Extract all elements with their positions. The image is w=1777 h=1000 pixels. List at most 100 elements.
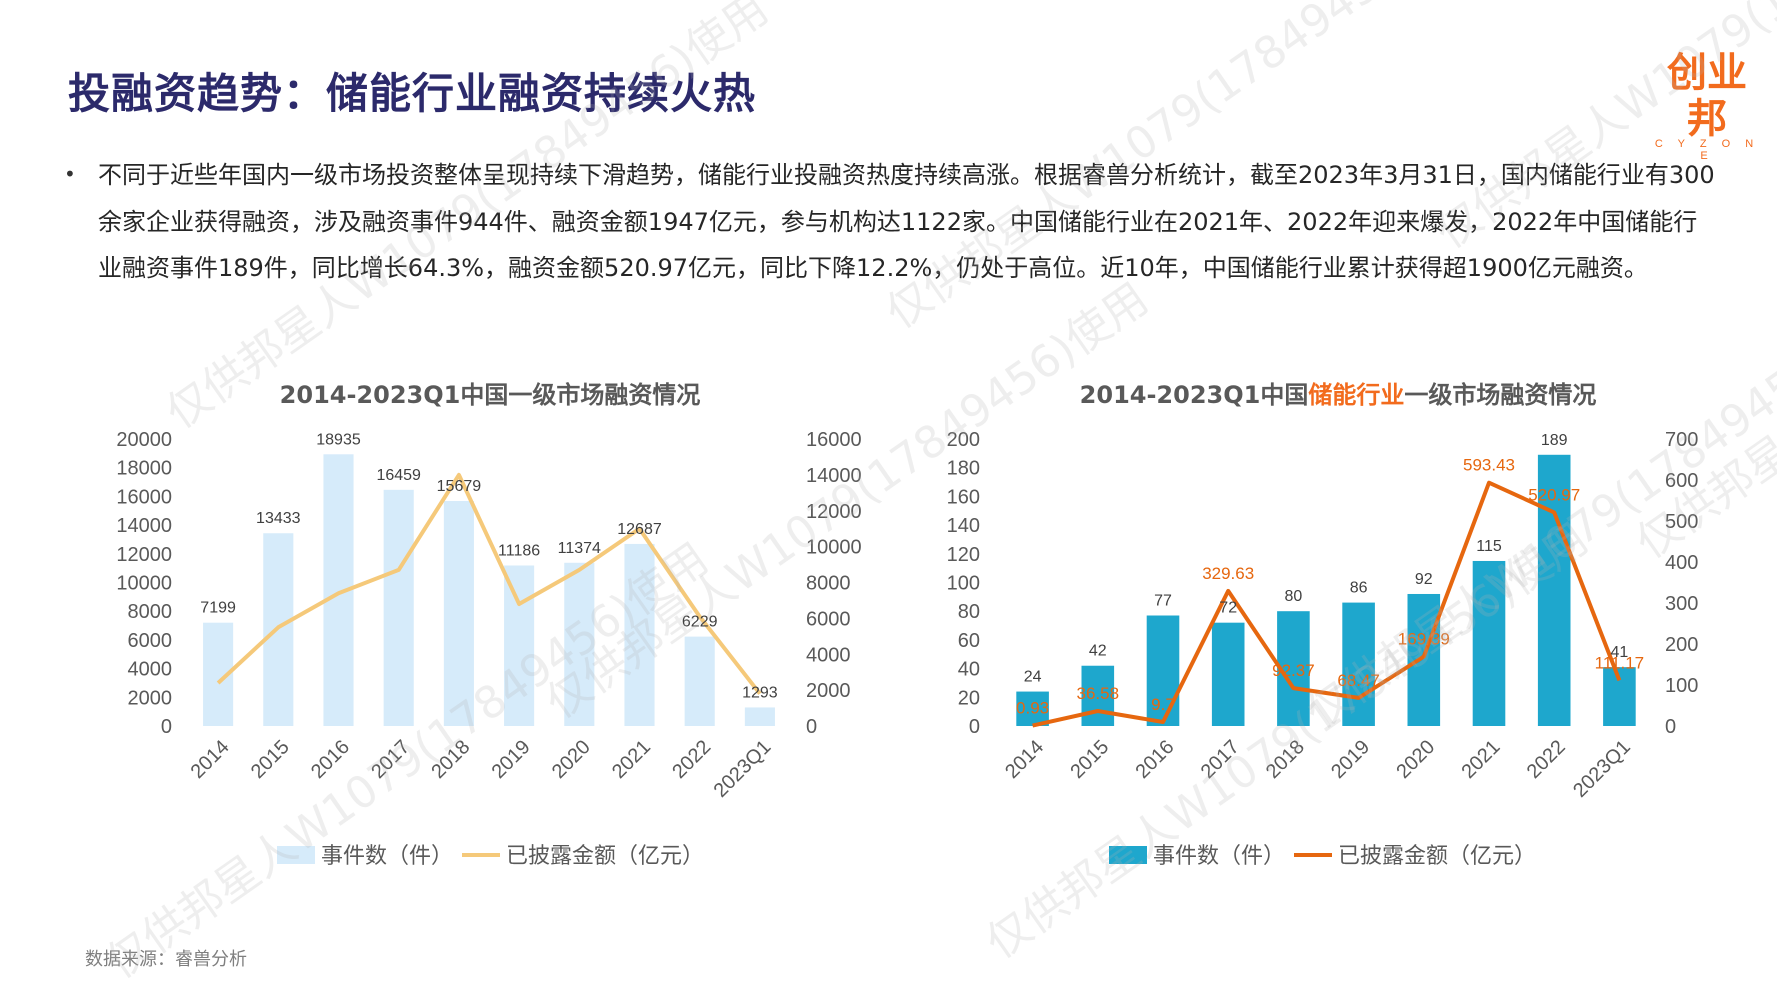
- chart-title: 2014-2023Q1中国储能行业一级市场融资情况: [1080, 381, 1597, 409]
- chart-title: 2014-2023Q1中国一级市场融资情况: [280, 381, 701, 409]
- x-tick-label: 2017: [1197, 736, 1244, 783]
- bar-2017: [1211, 622, 1245, 726]
- bar-2014: [1016, 691, 1049, 726]
- y-left-tick-label: 18000: [116, 458, 172, 480]
- line-data-label: 9.7: [1151, 695, 1175, 714]
- y-right-tick-label: 0: [1665, 716, 1676, 738]
- y-right-tick-label: 500: [1665, 511, 1698, 533]
- bar-2023Q1: [744, 707, 775, 726]
- page-title: 投融资趋势：储能行业融资持续火热: [68, 69, 757, 118]
- bar-data-label: 13433: [256, 510, 301, 527]
- logo-text: 创业邦: [1667, 50, 1747, 142]
- y-left-tick-label: 120: [947, 544, 980, 566]
- x-tick-label: 2020: [1392, 736, 1439, 783]
- x-tick-label: 2016: [1132, 736, 1179, 783]
- brand-logo: 创业邦 C Y Z O N E: [1652, 50, 1762, 162]
- y-left-tick-label: 40: [958, 659, 980, 681]
- x-tick-label: 2019: [1327, 736, 1374, 783]
- y-left-tick-label: 0: [969, 716, 980, 738]
- line-data-label: 593.43: [1463, 456, 1515, 475]
- line-data-label: 92.37: [1272, 661, 1315, 680]
- y-left-tick-label: 16000: [116, 486, 172, 508]
- y-left-tick-label: 0: [161, 716, 172, 738]
- chart-title-part: 储能行业: [1308, 381, 1404, 409]
- line-data-label: 329.63: [1202, 564, 1254, 583]
- y-right-tick-label: 200: [1665, 634, 1698, 656]
- y-left-tick-label: 20: [958, 687, 980, 709]
- y-right-tick-label: 6000: [806, 608, 851, 630]
- bar-data-label: 41: [1611, 644, 1629, 661]
- y-left-tick-label: 80: [958, 601, 980, 623]
- line-data-label: 36.58: [1077, 684, 1120, 703]
- source-note: 数据来源：睿兽分析: [85, 949, 247, 970]
- y-left-tick-label: 10000: [116, 573, 172, 595]
- bar-data-label: 6229: [682, 614, 718, 631]
- bar-2017: [383, 489, 414, 726]
- y-left-tick-label: 160: [947, 486, 980, 508]
- y-left-tick-label: 20000: [116, 429, 172, 451]
- y-left-tick-label: 140: [947, 515, 980, 537]
- y-left-tick-label: 2000: [128, 687, 173, 709]
- y-right-tick-label: 10000: [806, 537, 862, 559]
- chart-title-part: 2014-2023Q1中国: [1080, 381, 1309, 409]
- bullet-dot: •: [64, 162, 76, 186]
- line-series: [216, 472, 762, 695]
- bar-2022: [684, 636, 715, 726]
- summary-paragraph: 不同于近些年国内一级市场投资整体呈现持续下滑趋势，储能行业投融资热度持续高涨。根…: [98, 161, 1715, 282]
- y-left-tick-label: 12000: [116, 544, 172, 566]
- bar-data-label: 24: [1024, 669, 1042, 686]
- y-right-tick-label: 4000: [806, 644, 851, 666]
- bar-data-label: 7199: [200, 600, 236, 617]
- x-tick-label: 2018: [1262, 736, 1309, 783]
- y-left-tick-label: 100: [947, 573, 980, 595]
- legend-bar-label: 事件数（件）: [1153, 844, 1285, 869]
- bar-2022: [1537, 454, 1571, 726]
- legend-line-label: 已披露金额（亿元）: [506, 844, 704, 869]
- bar-data-label: 18935: [316, 431, 361, 448]
- x-tick-label: 2022: [1523, 736, 1570, 783]
- y-right-tick-label: 8000: [806, 573, 851, 595]
- x-tick-label: 2023Q1: [1569, 736, 1635, 802]
- bar-2020: [564, 562, 595, 726]
- bar-2020: [1407, 593, 1441, 726]
- legend-bar-swatch: [277, 846, 315, 864]
- bar-data-label: 42: [1089, 643, 1107, 660]
- bar-data-label: 1293: [742, 684, 778, 701]
- line-series: [1032, 480, 1622, 728]
- y-right-tick-label: 400: [1665, 552, 1698, 574]
- line-data-label: 68.47: [1337, 671, 1380, 690]
- chart-title-part: 一级市场融资情况: [1404, 381, 1596, 409]
- y-right-tick-label: 14000: [806, 465, 862, 487]
- y-right-tick-label: 0: [806, 716, 817, 738]
- x-tick-label: 2014: [1001, 736, 1048, 783]
- bar-data-label: 189: [1541, 432, 1568, 449]
- legend-bar-swatch: [1109, 846, 1147, 864]
- y-right-tick-label: 600: [1665, 470, 1698, 492]
- y-left-tick-label: 6000: [128, 630, 173, 652]
- line-data-label: 111.17: [1595, 653, 1644, 672]
- y-left-tick-label: 200: [947, 429, 980, 451]
- y-left-tick-label: 4000: [128, 659, 173, 681]
- y-left-tick-label: 180: [947, 458, 980, 480]
- legend-line-label: 已披露金额（亿元）: [1338, 844, 1536, 869]
- line-data-label: 0.93: [1016, 699, 1049, 718]
- line-data-label: 520.97: [1528, 485, 1580, 504]
- x-tick-label: 2021: [1458, 736, 1505, 783]
- y-left-tick-label: 8000: [128, 601, 173, 623]
- line-data-label: 169.39: [1398, 630, 1450, 649]
- y-left-tick-label: 60: [958, 630, 980, 652]
- bar-data-label: 72: [1219, 600, 1237, 617]
- logo-subtext: C Y Z O N E: [1654, 138, 1760, 162]
- bar-2015: [1081, 665, 1115, 726]
- bar-data-label: 86: [1350, 580, 1368, 597]
- bar-data-label: 11374: [558, 540, 601, 557]
- bar-data-label: 12687: [617, 521, 662, 538]
- bar-2021: [1472, 560, 1506, 726]
- bar-data-label: 77: [1154, 593, 1172, 610]
- bar-data-label: 11186: [498, 542, 540, 559]
- y-right-tick-label: 100: [1665, 675, 1698, 697]
- y-right-tick-label: 16000: [806, 429, 862, 451]
- bar-2019: [504, 565, 535, 726]
- bar-2018: [443, 501, 474, 726]
